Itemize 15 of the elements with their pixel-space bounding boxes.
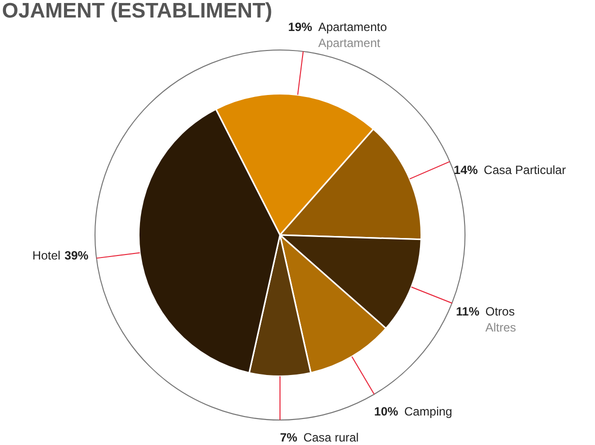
slice-label: Apartamento bbox=[318, 20, 388, 34]
slice-label: Casa Particular bbox=[484, 162, 566, 177]
data-label: 39% bbox=[64, 248, 89, 262]
slice-label: Casa rural bbox=[303, 430, 359, 444]
slice-label: Camping bbox=[404, 404, 452, 419]
data-label: 10% bbox=[374, 404, 399, 419]
data-label: 19% bbox=[288, 20, 313, 34]
chart-title: OJAMENT (ESTABLIMENT) bbox=[2, 0, 272, 22]
slice-label: Hotel bbox=[32, 248, 60, 262]
data-label: 14% bbox=[454, 162, 478, 177]
text: Apartament bbox=[318, 36, 380, 50]
data-label: 11% bbox=[456, 304, 480, 318]
data-label: 7% bbox=[280, 430, 298, 444]
slice-label: Otros bbox=[485, 304, 515, 318]
text: Altres bbox=[485, 320, 516, 334]
